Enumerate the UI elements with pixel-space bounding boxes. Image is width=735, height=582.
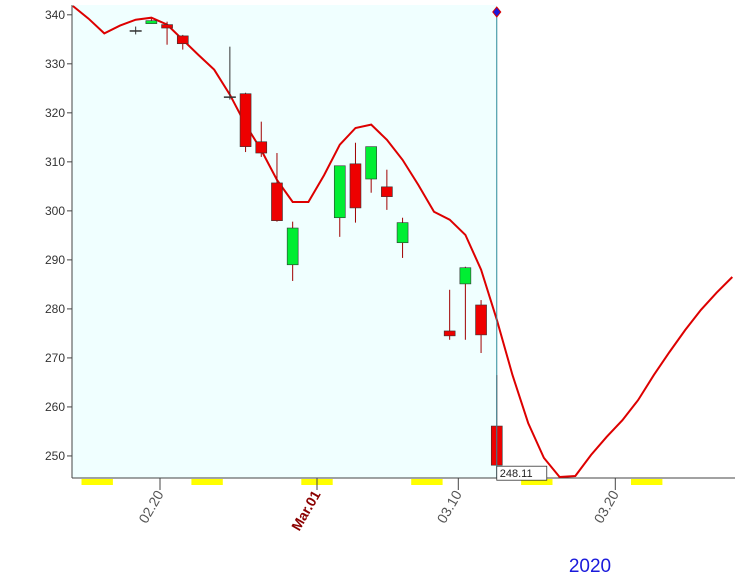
- candle-body: [286, 227, 299, 266]
- candle-body: [271, 182, 283, 221]
- candle-body: [333, 165, 346, 219]
- candle-body: [161, 24, 173, 29]
- x-tick-label: 03.10: [434, 487, 465, 526]
- x-tick-label: 03.20: [591, 487, 622, 526]
- x-tick-label: Mar.01: [288, 487, 324, 533]
- annotation-label: 248.11: [500, 468, 533, 480]
- y-tick-label: 330: [45, 57, 65, 71]
- x-tick-label: 02.20: [135, 487, 166, 526]
- cursor-marker: [492, 6, 502, 18]
- y-tick-label: 340: [45, 8, 65, 22]
- y-tick-label: 270: [45, 351, 65, 365]
- weekend-marker: [81, 479, 113, 485]
- candle-body: [443, 330, 456, 337]
- candle-body: [365, 146, 377, 180]
- weekend-marker: [631, 479, 663, 485]
- annotation-box: [496, 465, 548, 481]
- axes: 250 260 270 280 290 300 310 320 330 340 02.20 Mar.0…: [45, 5, 735, 533]
- candle-body: [381, 186, 393, 197]
- overlay: 248.11: [492, 6, 548, 481]
- y-tick-label: 300: [45, 204, 65, 218]
- candle-body: [176, 35, 189, 45]
- y-tick-label: 310: [45, 155, 65, 169]
- candle-body: [475, 304, 487, 336]
- y-tick-label: 260: [45, 400, 65, 414]
- candle-body: [239, 93, 252, 147]
- candle-body: [396, 222, 409, 244]
- background: [72, 5, 497, 478]
- y-tick-label: 320: [45, 106, 65, 120]
- y-tick-label: 280: [45, 302, 65, 316]
- x-axis-label: 2020: [569, 556, 611, 577]
- candle-body: [459, 267, 472, 285]
- data-area: [72, 5, 497, 478]
- weekend-marker: [521, 479, 553, 485]
- candle-body: [255, 141, 268, 154]
- candle-body: [349, 163, 362, 209]
- y-tick-label: 290: [45, 253, 65, 267]
- weekend-marker: [411, 479, 443, 485]
- weekend-marker: [191, 479, 223, 485]
- candle-body: [145, 20, 158, 24]
- y-tick-label: 250: [45, 449, 65, 463]
